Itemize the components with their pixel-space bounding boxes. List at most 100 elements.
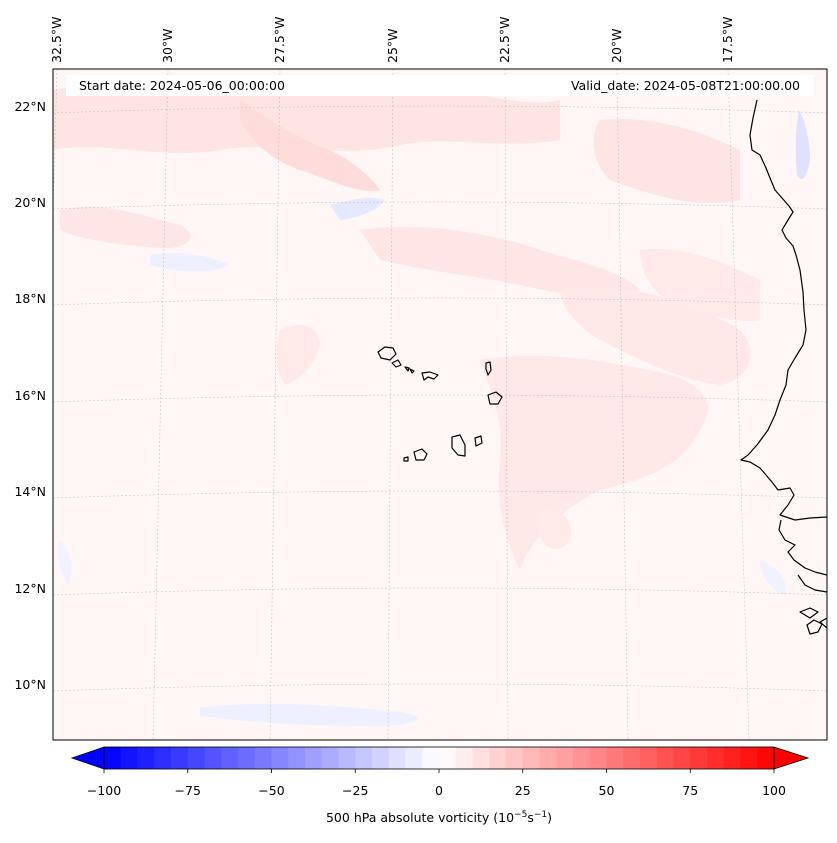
island-coastline (451, 434, 466, 457)
longitude-label: 27.5°W (272, 17, 287, 63)
negative-vorticity-patch (200, 703, 418, 727)
colorbar-cell (606, 747, 624, 769)
coastlines (377, 99, 827, 635)
colorbar-cell (154, 747, 172, 769)
colorbar-label: 500 hPa absolute vorticity (10−5s−1) (326, 810, 552, 825)
colorbar-tick-label: −25 (342, 783, 368, 798)
positive-vorticity-patch (360, 226, 640, 296)
colorbar-cell (321, 747, 339, 769)
colorbar-cell (187, 747, 205, 769)
positive-vorticity-patch (60, 206, 191, 249)
positive-vorticity-patch (53, 86, 560, 153)
negative-vorticity-patch (150, 253, 230, 272)
colorbar-cells (104, 747, 775, 769)
coastline (799, 607, 819, 619)
colorbar-cell (506, 747, 524, 769)
longitude-label: 32.5°W (49, 17, 64, 63)
map-frame (52, 68, 828, 741)
colorbar-cell (254, 747, 272, 769)
colorbar-cell (137, 747, 155, 769)
colorbar-cell (455, 747, 473, 769)
colorbar-cell (405, 747, 423, 769)
vorticity-field (53, 86, 810, 727)
colorbar-cell (472, 747, 490, 769)
colorbar-cell (271, 747, 289, 769)
date-header-box (66, 75, 814, 96)
colorbar-tick-label: 25 (515, 783, 531, 798)
colorbar-cell (355, 747, 373, 769)
longitude-label: 17.5°W (720, 17, 735, 63)
colorbar-tick-label: −50 (258, 783, 284, 798)
coastline (740, 99, 827, 521)
latitude-label: 22°N (14, 99, 46, 114)
island-coastline (409, 368, 415, 374)
map-panel: 32.5°W 30°W 27.5°W 25°W 22.5°W 20°W 17.5°W 22°… (14, 17, 828, 741)
colorbar-cell (723, 747, 741, 769)
colorbar-cell (589, 747, 607, 769)
colorbar-cell (204, 747, 222, 769)
island-coastline (485, 361, 492, 376)
colorbar-cell (656, 747, 674, 769)
island-coastline (487, 391, 503, 405)
colorbar-cell (238, 747, 256, 769)
island-coastline (474, 435, 483, 447)
latitude-label: 16°N (14, 388, 46, 403)
latitude-label: 18°N (14, 291, 46, 306)
longitude-labels: 32.5°W 30°W 27.5°W 25°W 22.5°W 20°W 17.5°W (49, 17, 735, 63)
positive-vorticity-patch (240, 100, 380, 191)
coastline (797, 574, 827, 593)
positive-vorticity-patch (640, 249, 760, 321)
colorbar-cell (757, 747, 775, 769)
latitude-label: 12°N (14, 581, 46, 596)
island-coastline (391, 359, 402, 368)
colorbar-tick-label: 0 (435, 783, 443, 798)
colorbar-tick-label: −75 (175, 783, 201, 798)
colorbar-cell (640, 747, 658, 769)
negative-vorticity-patch (760, 560, 786, 595)
colorbar-cell (388, 747, 406, 769)
colorbar-cell (690, 747, 708, 769)
positive-vorticity-patch (276, 325, 320, 385)
colorbar-cell (288, 747, 306, 769)
colorbar-tick-label: 100 (762, 783, 786, 798)
negative-vorticity-patch (795, 110, 810, 180)
colorbar-cell (740, 747, 758, 769)
colorbar-cell (573, 747, 591, 769)
colorbar-tick-label: 75 (682, 783, 698, 798)
colorbar-cell (221, 747, 239, 769)
coastline (806, 619, 823, 635)
valid-date-label: Valid_date: 2024-05-08T21:00:00.00 (571, 78, 800, 93)
latitude-label: 10°N (14, 677, 46, 692)
negative-vorticity-patch (58, 540, 72, 585)
colorbar-cell (707, 747, 725, 769)
island-coastline (413, 448, 428, 461)
colorbar-cell (372, 747, 390, 769)
latitude-label: 14°N (14, 484, 46, 499)
colorbar-min-extension (70, 746, 105, 770)
longitude-label: 25°W (385, 28, 400, 63)
colorbar-cell (489, 747, 507, 769)
date-header: Start date: 2024-05-06_00:00:00 Valid_da… (66, 75, 814, 96)
colorbar-cell (522, 747, 540, 769)
longitude-label: 22.5°W (497, 17, 512, 63)
colorbar-cell (422, 747, 440, 769)
colorbar-cell (539, 747, 557, 769)
colorbar-tick-label: −100 (87, 783, 121, 798)
longitude-label: 20°W (609, 28, 624, 63)
colorbar-cell (556, 747, 574, 769)
colorbar: −100 −75 −50 −25 0 25 50 75 100 500 hPa absolute… (70, 746, 810, 825)
colorbar-cell (120, 747, 138, 769)
colorbar-max-extension (773, 746, 810, 770)
colorbar-cell (305, 747, 323, 769)
island-coastline (421, 371, 439, 381)
colorbar-cell (171, 747, 189, 769)
colorbar-tick-label: 50 (599, 783, 615, 798)
colorbar-cell (104, 747, 122, 769)
colorbar-cell (623, 747, 641, 769)
coastline (778, 519, 827, 576)
start-date-label: Start date: 2024-05-06_00:00:00 (79, 78, 285, 93)
positive-vorticity-patch (480, 355, 708, 570)
positive-vorticity-patch (593, 119, 740, 204)
latitude-labels: 22°N 20°N 18°N 16°N 14°N 12°N 10°N (14, 99, 46, 692)
